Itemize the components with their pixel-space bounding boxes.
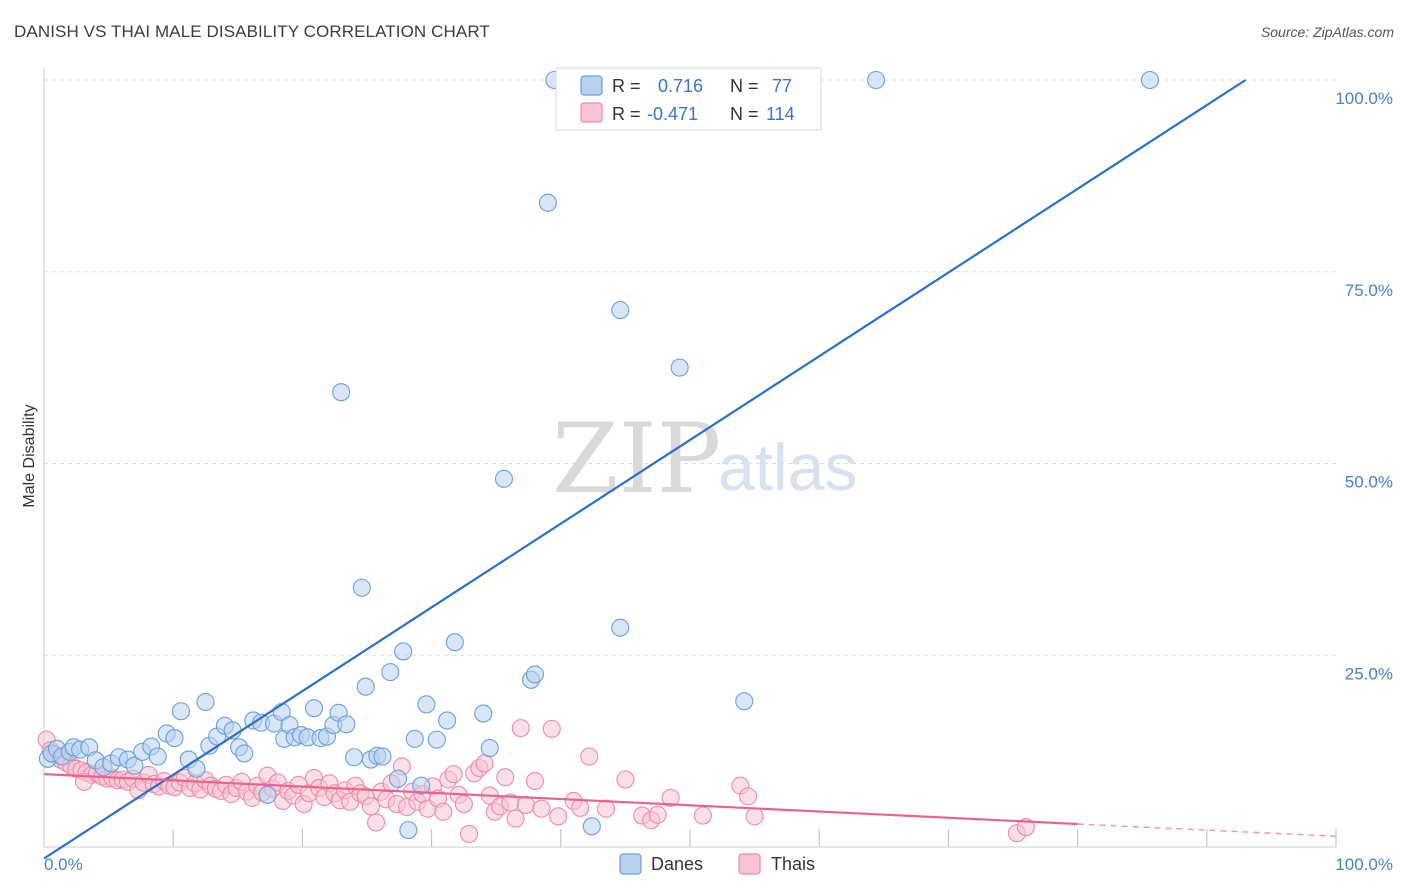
dane-point-75 [866, 70, 886, 90]
dane-point-72 [670, 358, 689, 377]
dane-point-57 [412, 776, 431, 795]
thai-point-97 [549, 807, 568, 826]
dane-point-31 [258, 785, 277, 804]
dane-point-53 [388, 769, 408, 788]
thai-point-89 [496, 768, 515, 787]
dane-point-45 [332, 383, 351, 402]
dane-point-13 [125, 756, 144, 775]
dane-point-69 [582, 817, 601, 836]
thais-bottom-swatch [738, 853, 761, 875]
x-tick-label-max: 100.0% [1335, 855, 1393, 874]
dane-point-28 [235, 744, 254, 763]
thai-point-91 [506, 809, 525, 828]
dane-point-67 [538, 193, 557, 212]
dane-point-66 [525, 665, 545, 684]
thai-point-110 [745, 807, 764, 826]
thai-point-79 [444, 765, 463, 784]
thai-point-95 [532, 799, 551, 818]
danes-r-value: 0.716 [658, 76, 703, 96]
x-tick-label-min: 0.0% [44, 855, 83, 874]
dane-point-58 [417, 695, 436, 714]
thai-point-105 [648, 805, 667, 824]
danes-n-label: N = [730, 76, 759, 96]
thai-point-109 [739, 787, 758, 806]
thai-point-92 [511, 719, 530, 738]
thai-point-113 [75, 772, 94, 791]
thai-point-101 [596, 799, 616, 818]
y-tick-labels: 25.0% 50.0% 75.0% 100.0% [1335, 89, 1393, 683]
dane-point-55 [399, 821, 418, 840]
dane-point-62 [474, 704, 493, 723]
chart-title: DANISH VS THAI MALE DISABILITY CORRELATI… [14, 22, 490, 41]
thai-trend-line [43, 773, 1078, 826]
dane-point-71 [611, 301, 630, 320]
dane-point-22 [196, 692, 215, 712]
danes-bottom-swatch [619, 853, 642, 875]
dane-trend-line [43, 79, 1247, 860]
dane-point-64 [494, 469, 514, 488]
dane-point-56 [405, 729, 424, 748]
thai-point-107 [693, 806, 712, 825]
dane-point-52 [381, 663, 400, 682]
thai-point-93 [516, 795, 535, 814]
thai-point-102 [616, 770, 635, 789]
series-legend: Danes Thais [619, 853, 815, 875]
thai-point-63 [361, 797, 380, 816]
thai-point-85 [475, 754, 494, 773]
dane-point-63 [480, 739, 499, 758]
danes-legend-label: Danes [651, 854, 703, 874]
dane-point-76 [1140, 70, 1160, 90]
danes-series [38, 70, 1160, 840]
thai-point-100 [580, 747, 599, 766]
y-axis-label: Male Disability [21, 404, 38, 507]
thais-n-value: 114 [766, 104, 795, 124]
y-tick-label-50: 50.0% [1345, 473, 1393, 492]
dane-point-46 [345, 748, 364, 767]
y-tick-label-75: 75.0% [1345, 281, 1393, 300]
thai-point-82 [460, 824, 479, 844]
trend-lines [43, 79, 1337, 860]
source-label: Source: ZipAtlas.com [1260, 24, 1394, 40]
dane-point-51 [373, 747, 392, 766]
dane-point-19 [171, 702, 191, 721]
dane-point-48 [356, 677, 375, 696]
thai-point-81 [454, 794, 473, 814]
thai-point-112 [1016, 818, 1035, 837]
y-tick-label-25: 25.0% [1345, 664, 1393, 683]
dane-point-59 [427, 730, 446, 749]
thai-point-64 [366, 813, 386, 832]
thais-legend-label: Thais [771, 854, 815, 874]
dane-point-18 [165, 729, 184, 748]
dane-point-61 [445, 633, 464, 652]
thais-n-label: N = [730, 104, 759, 124]
thais-r-value: -0.471 [647, 104, 698, 124]
thais-r-label: R = [612, 104, 641, 124]
danes-n-value: 77 [772, 76, 792, 96]
watermark-zip: ZIP [552, 403, 721, 515]
danes-legend-swatch [580, 75, 603, 96]
dane-point-74 [735, 692, 754, 711]
dane-point-54 [394, 642, 413, 661]
thai-point-99 [571, 798, 590, 817]
danes-r-label: R = [612, 76, 641, 96]
watermark-atlas: atlas [718, 430, 857, 504]
dane-point-44 [337, 715, 356, 734]
dane-point-60 [438, 711, 457, 730]
y-tick-label-100: 100.0% [1335, 89, 1393, 108]
thais-legend-swatch [580, 102, 603, 123]
thai-point-94 [525, 771, 545, 791]
thai-point-77 [434, 802, 453, 821]
dane-point-47 [352, 578, 371, 597]
watermark: ZIP atlas [552, 403, 857, 515]
x-ticks [172, 829, 1337, 847]
dane-point-39 [304, 699, 324, 718]
gridlines [44, 79, 1336, 656]
thai-point-106 [661, 788, 680, 807]
dane-point-16 [148, 747, 167, 766]
dane-point-70 [611, 618, 630, 637]
thai-point-96 [542, 719, 561, 738]
stats-legend: R = 0.716 N = 77 R = -0.471 N = 114 [555, 67, 822, 131]
